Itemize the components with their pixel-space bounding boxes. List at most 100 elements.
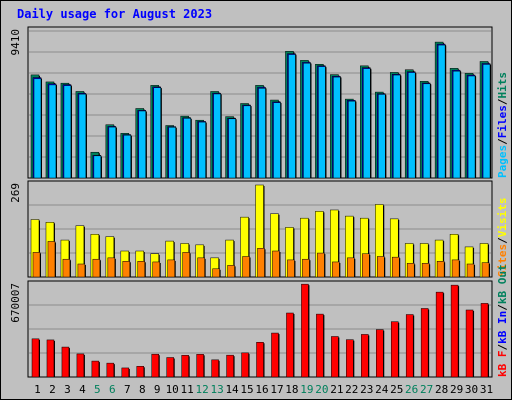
x-tick-label: 25: [390, 383, 403, 396]
x-tick-label: 10: [166, 383, 179, 396]
pages-bar: [333, 76, 341, 179]
pages-bar: [228, 118, 236, 179]
legend-visits-sites-part: Visits: [496, 198, 509, 238]
x-tick-label: 14: [225, 383, 239, 396]
x-tick-label: 11: [181, 383, 194, 396]
x-tick-label: 3: [64, 383, 71, 396]
sites-bar: [391, 256, 400, 278]
sites-bar: [77, 263, 86, 278]
legend-visits-sites-part: /: [496, 237, 509, 244]
kbf-bar: [331, 336, 339, 378]
x-tick-label: 16: [255, 383, 268, 396]
pages-bar: [243, 105, 251, 179]
kbf-bar: [420, 308, 429, 378]
x-tick-label: 22: [345, 383, 358, 396]
kbf-bar: [106, 362, 115, 378]
pages-bar: [63, 85, 72, 179]
kbf-bar: [91, 360, 100, 378]
pages-bar: [392, 74, 401, 179]
sites-bar: [137, 261, 146, 278]
x-tick-label: 24: [375, 383, 389, 396]
sites-bar: [317, 252, 325, 278]
kbf-bar: [181, 355, 189, 378]
x-tick-label: 2: [49, 383, 56, 396]
sites-bar: [362, 253, 370, 278]
sites-bar: [122, 261, 131, 278]
sites-bar: [152, 261, 160, 278]
sites-bar: [197, 257, 205, 278]
x-tick-label: 29: [450, 383, 463, 396]
kbf-bar: [196, 354, 204, 378]
kbf-bar: [301, 283, 309, 378]
sites-bar: [257, 248, 265, 278]
sites-bar: [466, 263, 475, 278]
sites-bar: [182, 252, 190, 278]
x-tick-label: 5: [94, 383, 101, 396]
kbf-bar: [480, 303, 489, 378]
pages-bar: [138, 110, 147, 179]
sites-bar: [302, 258, 310, 278]
kbf-bar: [450, 284, 459, 378]
pages-bar: [153, 87, 161, 179]
pages-bar: [437, 44, 446, 179]
x-tick-label: 1: [34, 383, 41, 396]
kbf-bar: [241, 352, 249, 378]
x-tick-label: 27: [420, 383, 433, 396]
legend-kbytes-part: /: [496, 304, 509, 311]
sites-bar: [436, 261, 445, 278]
pages-bar: [33, 78, 42, 179]
sites-bar: [212, 268, 220, 278]
x-tick-label: 8: [139, 383, 146, 396]
x-tick-label: 12: [196, 383, 209, 396]
pages-bar: [422, 83, 431, 179]
kbf-bar: [61, 346, 70, 378]
sites-bar: [47, 241, 56, 278]
pages-bar: [213, 93, 221, 179]
y-max-label-kbytes: 670007: [9, 283, 22, 323]
sites-bar: [242, 256, 250, 278]
kbf-bar: [121, 367, 130, 378]
x-tick-label: 17: [270, 383, 283, 396]
kbf-bar: [166, 357, 174, 378]
pages-bar: [93, 155, 102, 179]
sites-bar: [451, 259, 460, 278]
sites-bar: [347, 257, 355, 278]
legend-kbytes-part: kB F: [496, 351, 509, 378]
sites-bar: [377, 256, 385, 278]
sites-bar: [406, 263, 415, 278]
kbf-bar: [316, 313, 324, 378]
y-max-label-hits: 9410: [9, 29, 22, 56]
pages-bar: [123, 134, 132, 179]
x-tick-label: 9: [154, 383, 161, 396]
kbf-bar: [361, 334, 369, 378]
sites-bar: [272, 250, 280, 278]
y-max-label-visits: 269: [9, 183, 22, 203]
kbf-bar: [136, 366, 145, 378]
legend-kbytes-part: /: [496, 344, 509, 351]
pages-bar: [303, 62, 311, 179]
x-tick-label: 28: [435, 383, 448, 396]
pages-bar: [378, 94, 386, 179]
x-tick-label: 4: [79, 383, 86, 396]
sites-bar: [62, 258, 71, 278]
legend-hits-files-pages-part: Hits: [496, 72, 509, 99]
pages-bar: [258, 88, 266, 179]
pages-bar: [183, 118, 191, 179]
pages-bar: [407, 72, 416, 179]
legend-visits-sites: Sites/Visits: [496, 198, 509, 278]
kbf-bar: [211, 359, 219, 378]
sites-bar: [481, 262, 490, 278]
legend-hits-files-pages: Pages/Files/Hits: [496, 72, 509, 178]
x-tick-label: 15: [240, 383, 253, 396]
pages-bar: [78, 93, 87, 179]
legend-visits-sites-part: Sites: [496, 244, 509, 277]
pages-bar: [452, 70, 461, 179]
legend-hits-files-pages-part: /: [496, 138, 509, 145]
kbf-bar: [46, 339, 55, 378]
sites-bar: [287, 259, 295, 278]
pages-bar: [363, 68, 371, 179]
pages-bar: [482, 64, 491, 179]
sites-bar: [107, 257, 116, 278]
